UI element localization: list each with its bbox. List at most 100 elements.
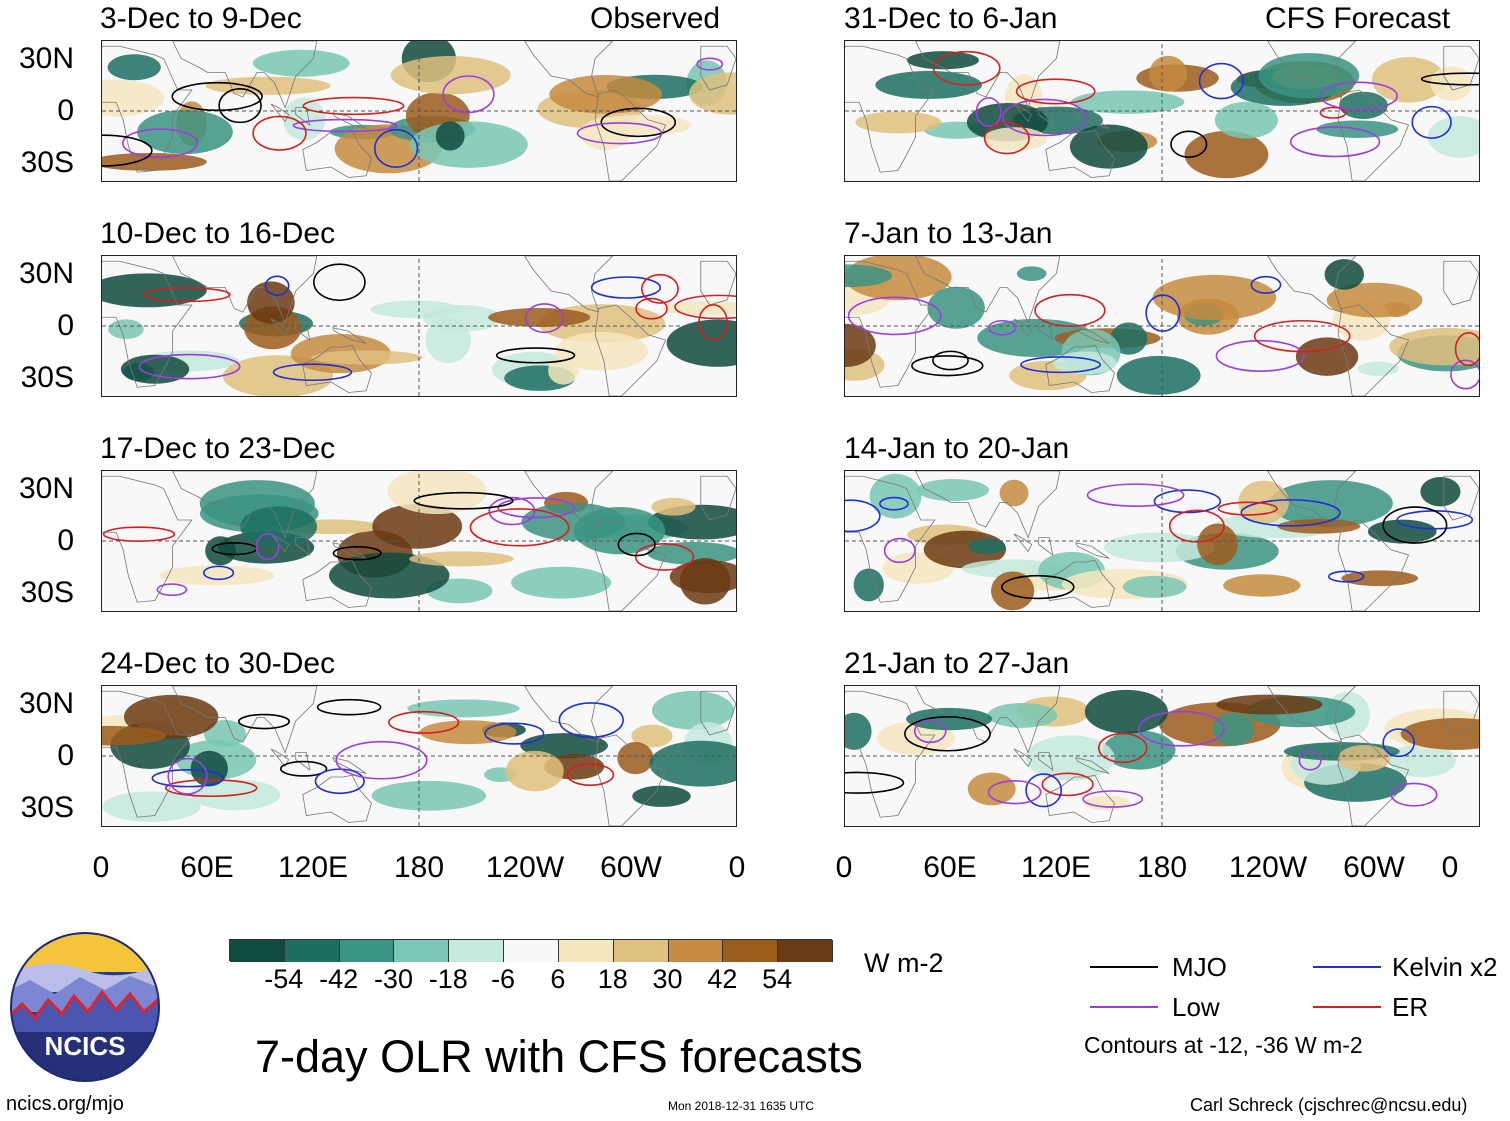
olr-anomaly-blob [511,566,612,599]
wave-contour [1035,295,1105,327]
olr-anomaly-blob [247,281,295,324]
lat-label-eq: 0 [57,739,74,772]
olr-anomaly-blob [102,153,207,171]
colorbar-swatch [394,940,450,962]
olr-map-obs-1 [101,40,737,182]
olr-anomaly-blob [521,502,626,541]
coastline [1444,476,1479,520]
wave-contour [102,135,152,166]
coastline [333,758,366,774]
olr-anomaly-blob [548,356,579,385]
olr-anomaly-blob [407,699,520,718]
wave-contour [526,304,564,332]
wave-contour [1146,295,1179,331]
olr-anomaly-blob [1420,476,1461,507]
legend-kelvin-label: Kelvin x2 [1392,952,1498,982]
wave-contour [1219,502,1277,515]
wave-contour [989,321,1016,335]
wave-contour [985,123,1029,154]
wave-contour [845,500,880,531]
wave-contour [281,762,327,776]
olr-anomaly-blob [855,111,942,134]
wave-contour [567,764,613,785]
colorbar-swatch [339,940,395,962]
olr-map-obs-4 [101,685,737,827]
coastline [1014,749,1032,767]
olr-anomaly-blob [968,538,1006,555]
olr-anomaly-blob [617,742,654,775]
colorbar-tick-label: -54 [264,964,304,994]
coastline [525,256,613,312]
forecast-label: CFS Forecast [1265,2,1451,35]
contour-note: Contours at -12, -36 W m-2 [1084,1032,1363,1058]
map-canvas [845,686,1479,826]
wave-contour [144,288,230,302]
lon-label-60e: 60E [923,851,977,884]
olr-anomaly-blob [590,114,692,136]
colorbar-swatch [668,940,724,962]
coastline [1338,735,1408,826]
wave-contour [318,700,381,715]
panel-title-obs-2: 10-Dec to 16-Dec [100,217,336,250]
coastline [1268,256,1356,312]
wave-contour [592,277,661,298]
olr-anomaly-blob [1357,361,1399,376]
coastline [1046,130,1115,177]
olr-anomaly-blob [505,750,564,792]
olr-anomaly-blob [549,74,663,114]
wave-contour [443,76,494,112]
wave-contour [1383,729,1414,756]
olr-anomaly-blob [435,121,465,151]
olr-anomaly-blob [1295,337,1359,376]
olr-anomaly-blob [1122,575,1187,598]
wave-contour [1251,277,1280,293]
coastline [915,256,1059,323]
colorbar-tick-label: -6 [491,964,516,994]
wave-contour [618,533,655,555]
coastline [701,691,736,735]
olr-anomaly-blob [632,785,691,807]
lat-label-30n: 30N [18,472,74,505]
olr-anomaly-blob [409,551,514,567]
wave-contour [485,723,543,744]
wave-contour [253,116,306,150]
coastline [271,534,289,552]
coastline [1046,345,1115,392]
map-canvas [845,256,1479,396]
colorbar-tick-label: 30 [652,964,683,994]
coastline [271,319,289,337]
wave-contour [1002,576,1074,599]
olr-anomaly-blob [159,565,275,586]
wave-contour [497,348,575,363]
olr-anomaly-blob [1197,523,1238,566]
wave-contour [885,539,915,563]
wave-contour [1099,734,1147,763]
wave-contour [333,547,381,560]
olr-anomaly-blob [190,750,228,787]
olr-anomaly-blob [102,791,201,822]
olr-anomaly-blob [845,323,876,367]
lon-label-60w: 60W [600,851,662,884]
coastline [303,775,372,822]
website-link[interactable]: ncics.org/mjo [6,1093,124,1115]
olr-map-fc-1 [844,40,1480,182]
wave-contour [1042,773,1093,795]
colorbar-tick-label: 54 [762,964,793,994]
wave-contour [139,355,239,379]
lon-label-0: 0 [92,851,110,884]
wave-contour [1083,791,1142,807]
wave-contour [1026,774,1061,807]
wave-contour [905,717,990,751]
coastline [1076,543,1109,559]
wave-contour [1216,341,1304,371]
wave-contour [274,364,352,380]
olr-anomaly-blob [877,721,955,755]
olr-anomaly-blob [1371,57,1446,103]
olr-anomaly-blob [669,560,736,594]
olr-anomaly-blob [845,712,872,750]
lon-label-180: 180 [393,851,445,884]
olr-anomaly-blob [1258,53,1360,99]
olr-anomaly-blob [869,473,922,519]
colorbar-swatch [723,940,779,962]
coastline [915,41,1059,108]
